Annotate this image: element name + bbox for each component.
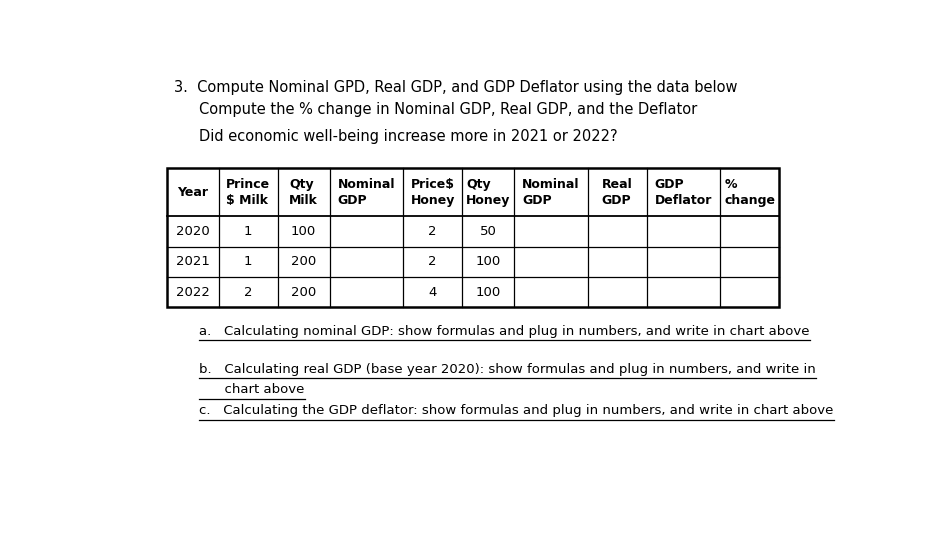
Text: Compute the % change in Nominal GDP, Real GDP, and the Deflator: Compute the % change in Nominal GDP, Rea… <box>199 102 698 117</box>
Text: Did economic well-being increase more in 2021 or 2022?: Did economic well-being increase more in… <box>199 129 618 144</box>
Text: 2020: 2020 <box>176 225 209 238</box>
Text: Price$
Honey: Price$ Honey <box>410 178 455 207</box>
Text: 2022: 2022 <box>176 286 209 299</box>
Text: Nominal
GDP: Nominal GDP <box>522 178 579 207</box>
Text: %
change: % change <box>724 178 776 207</box>
Text: 200: 200 <box>291 286 316 299</box>
Text: 100: 100 <box>291 225 316 238</box>
Text: 50: 50 <box>480 225 497 238</box>
Text: chart above: chart above <box>199 384 304 397</box>
Text: 200: 200 <box>291 255 316 268</box>
Text: Prince
$ Milk: Prince $ Milk <box>226 178 271 207</box>
Text: 1: 1 <box>244 225 252 238</box>
Text: Nominal
GDP: Nominal GDP <box>338 178 395 207</box>
Text: Year: Year <box>177 186 208 199</box>
Text: a.   Calculating nominal GDP: show formulas and plug in numbers, and write in ch: a. Calculating nominal GDP: show formula… <box>199 325 810 338</box>
Text: 2: 2 <box>429 225 437 238</box>
Text: 4: 4 <box>429 286 437 299</box>
Text: c.   Calculating the GDP deflator: show formulas and plug in numbers, and write : c. Calculating the GDP deflator: show fo… <box>199 404 833 417</box>
Text: 2: 2 <box>244 286 252 299</box>
Text: 2021: 2021 <box>176 255 209 268</box>
Text: Qty
Honey: Qty Honey <box>466 178 511 207</box>
Text: b.   Calculating real GDP (base year 2020): show formulas and plug in numbers, a: b. Calculating real GDP (base year 2020)… <box>199 362 816 376</box>
Text: Qty
Milk: Qty Milk <box>289 178 318 207</box>
Text: 100: 100 <box>475 255 500 268</box>
Bar <box>166 168 779 307</box>
Text: 100: 100 <box>475 286 500 299</box>
Text: 2: 2 <box>429 255 437 268</box>
Text: 1: 1 <box>244 255 252 268</box>
Text: Real
GDP: Real GDP <box>602 178 632 207</box>
Text: GDP
Deflator: GDP Deflator <box>655 178 712 207</box>
Text: 3.  Compute Nominal GPD, Real GDP, and GDP Deflator using the data below: 3. Compute Nominal GPD, Real GDP, and GD… <box>174 80 737 95</box>
